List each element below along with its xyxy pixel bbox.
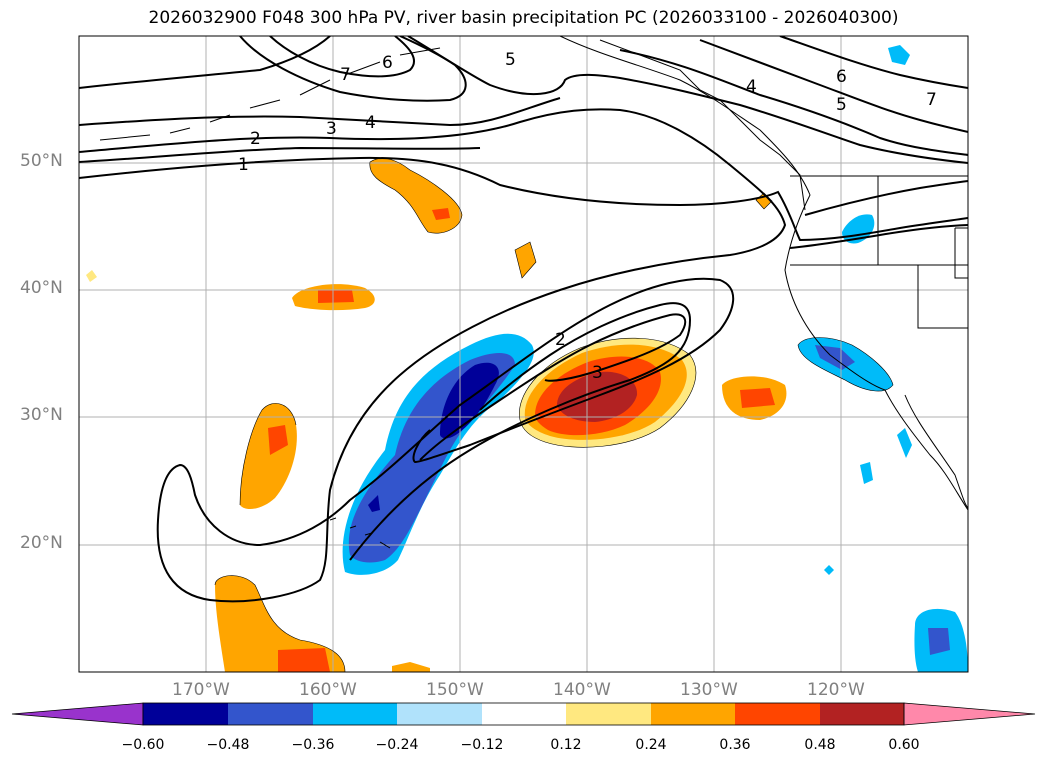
negative-anomaly-california-core [815, 345, 855, 370]
contour-label: 6 [836, 67, 847, 87]
colorbar-tick-label: −0.48 [206, 737, 250, 753]
colorbar-extend-high [903, 702, 1036, 726]
pv-contour-1 [79, 156, 968, 242]
colorbar-tick-label: −0.12 [460, 737, 504, 753]
negative-anomaly-core [440, 362, 499, 439]
map-frame [78, 35, 969, 673]
pv-contour-inner-2 [269, 36, 415, 78]
colorbar-seg [735, 703, 820, 725]
contour-label: 3 [592, 363, 603, 383]
contour-label: 3 [326, 119, 337, 139]
pv-contour-jet-lower [349, 302, 692, 561]
colorbar-tick-label: −0.60 [121, 737, 165, 753]
colorbar-tick-label: 0.36 [719, 737, 751, 753]
positive-anomaly-small [515, 242, 536, 278]
colorbar-seg [313, 703, 397, 725]
colorbar-seg [482, 703, 566, 725]
colorbar-tick-label: 0.60 [888, 737, 920, 753]
alaska-panhandle [599, 39, 806, 211]
colorbar-tick-label: −0.36 [291, 737, 335, 753]
lat-label: 20°N [20, 533, 63, 553]
lat-label: 30°N [20, 405, 63, 425]
hawaii-islands [329, 517, 391, 549]
lat-label: 40°N [20, 278, 63, 298]
contour-label: 2 [555, 330, 566, 350]
pv-contour-jet-upper [419, 313, 687, 461]
colorbar-seg [566, 703, 651, 725]
pv-contour-inner-1 [239, 36, 467, 102]
colorbar-tick-label: 0.12 [550, 737, 582, 753]
lon-label: 130°W [680, 680, 738, 700]
positive-anomaly-south [215, 575, 345, 672]
pv-contour-labels: 1 2 3 4 6 5 7 2 3 4 6 5 7 [238, 50, 937, 383]
positive-anomaly-sw-core [268, 425, 288, 455]
positive-anomaly-east-core [740, 388, 775, 408]
border-states [790, 176, 968, 329]
pv-contour-2 [79, 108, 787, 603]
lon-label: 120°W [807, 680, 865, 700]
colorbar-extend-low [11, 702, 144, 726]
positive-anomaly-west-core [318, 290, 354, 303]
colorbar-tick-label: 0.24 [635, 737, 667, 753]
negative-anomaly-topright [888, 45, 910, 65]
negative-anomaly-core-small [368, 495, 380, 512]
colorbar-tick-label: 0.48 [804, 737, 836, 753]
contour-label: 7 [340, 65, 351, 85]
contour-label: 7 [926, 90, 937, 110]
pv-contour-4 [79, 49, 968, 156]
positive-anomaly-bottom [392, 662, 430, 672]
colorbar-seg [143, 703, 228, 725]
colorbar [11, 702, 1036, 726]
pv-contour-3 [79, 36, 968, 164]
colorbar-tick-label: −0.24 [375, 737, 419, 753]
contour-label: 5 [505, 50, 516, 70]
contour-label: 1 [238, 155, 249, 175]
map-title: 2026032900 F048 300 hPa PV, river basin … [148, 8, 899, 28]
negative-anomaly-baja [860, 462, 873, 484]
pv-contour-ne [779, 36, 968, 89]
negative-anomaly-dot [824, 565, 834, 575]
contour-label: 5 [836, 95, 847, 115]
alaska-islands [99, 47, 441, 141]
colorbar-seg [228, 703, 313, 725]
pv-contour-east-2 [804, 180, 968, 216]
lon-label: 140°W [553, 680, 611, 700]
contour-label: 4 [365, 113, 376, 133]
baja-coast [904, 394, 968, 509]
positive-anomaly-speck [86, 270, 97, 282]
negative-anomaly-se-core [928, 628, 950, 655]
pv-contour-5 [79, 39, 968, 163]
colorbar-seg [820, 703, 904, 725]
coastlines [99, 36, 968, 549]
colorbar-seg [397, 703, 482, 725]
positive-anomaly-north-core [432, 208, 450, 220]
lon-label: 160°W [299, 680, 357, 700]
lat-label: 50°N [20, 151, 63, 171]
colorbar-seg [651, 703, 735, 725]
pv-contour-east-1 [789, 224, 968, 249]
contour-label: 6 [382, 53, 393, 73]
north-america-coast [559, 36, 968, 511]
lon-label: 170°W [172, 680, 230, 700]
contour-label: 2 [250, 129, 261, 149]
positive-anomaly-south-core [278, 648, 330, 672]
pv-contours [79, 36, 968, 603]
contour-label: 4 [746, 77, 757, 97]
negative-anomaly-mexico [897, 428, 912, 458]
lon-label: 150°W [426, 680, 484, 700]
gridlines [79, 36, 968, 672]
